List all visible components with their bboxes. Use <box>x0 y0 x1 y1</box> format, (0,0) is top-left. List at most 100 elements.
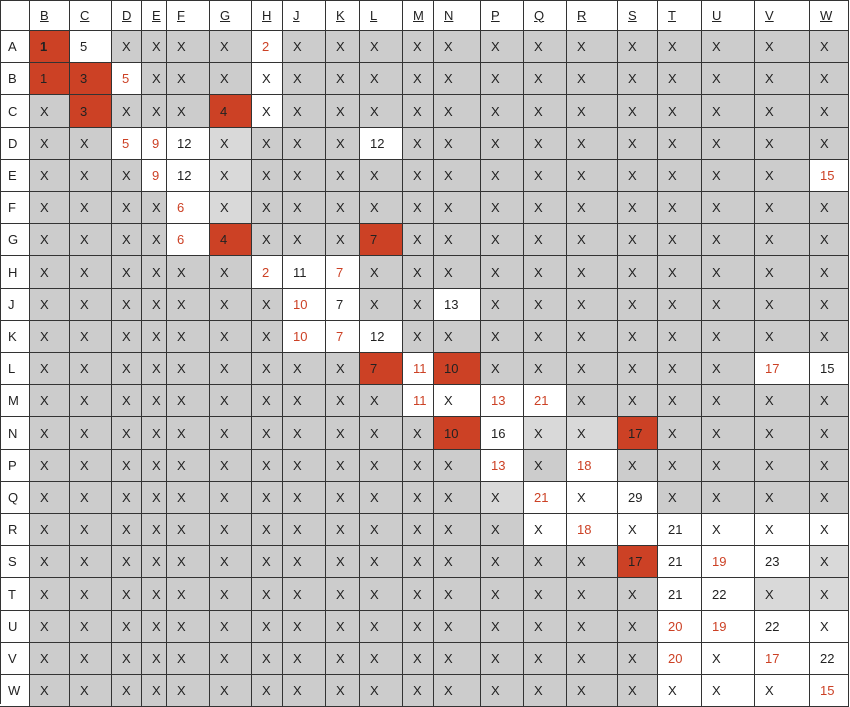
grid-cell[interactable]: 7 <box>326 256 360 289</box>
grid-cell[interactable]: X <box>481 95 524 128</box>
grid-cell[interactable]: X <box>702 224 755 256</box>
grid-cell[interactable]: X <box>524 289 567 321</box>
column-header[interactable]: K <box>326 0 360 31</box>
grid-cell[interactable]: X <box>326 611 360 643</box>
grid-cell[interactable]: X <box>403 514 434 546</box>
grid-cell[interactable]: 5 <box>112 63 142 95</box>
grid-cell[interactable]: X <box>618 385 658 417</box>
grid-cell[interactable]: X <box>210 578 252 611</box>
grid-cell[interactable]: X <box>167 578 210 611</box>
grid-cell[interactable]: X <box>524 63 567 95</box>
grid-cell[interactable]: X <box>112 514 142 546</box>
grid-cell[interactable]: X <box>142 224 167 256</box>
grid-cell[interactable]: X <box>112 643 142 675</box>
grid-cell[interactable]: X <box>283 514 326 546</box>
grid-cell[interactable]: X <box>567 321 618 353</box>
grid-cell[interactable]: X <box>755 514 810 546</box>
grid-cell[interactable]: X <box>755 417 810 450</box>
grid-cell[interactable]: X <box>403 321 434 353</box>
row-header[interactable]: R <box>0 514 30 546</box>
grid-cell[interactable]: X <box>658 289 702 321</box>
grid-cell[interactable]: X <box>167 643 210 675</box>
grid-cell[interactable]: X <box>360 63 403 95</box>
grid-cell[interactable]: 5 <box>70 31 112 63</box>
grid-cell[interactable]: X <box>702 128 755 160</box>
grid-cell[interactable]: X <box>658 256 702 289</box>
grid-cell[interactable]: X <box>618 128 658 160</box>
grid-cell[interactable]: X <box>524 128 567 160</box>
grid-cell[interactable]: X <box>252 160 283 192</box>
grid-cell[interactable]: 21 <box>524 482 567 514</box>
grid-cell[interactable]: X <box>524 160 567 192</box>
grid-cell[interactable]: X <box>434 482 481 514</box>
grid-cell[interactable]: X <box>434 31 481 63</box>
grid-cell[interactable]: X <box>567 224 618 256</box>
grid-cell[interactable]: X <box>658 675 702 707</box>
grid-cell[interactable]: 21 <box>658 514 702 546</box>
grid-cell[interactable]: X <box>142 611 167 643</box>
grid-cell[interactable]: X <box>810 63 849 95</box>
grid-cell[interactable]: X <box>481 514 524 546</box>
grid-cell[interactable]: X <box>481 611 524 643</box>
grid-cell[interactable]: X <box>658 385 702 417</box>
grid-cell[interactable]: X <box>210 417 252 450</box>
grid-cell[interactable]: X <box>210 321 252 353</box>
grid-cell[interactable]: X <box>618 353 658 385</box>
grid-cell[interactable]: X <box>252 128 283 160</box>
grid-cell[interactable]: X <box>70 289 112 321</box>
grid-cell[interactable]: X <box>142 578 167 611</box>
grid-cell[interactable]: X <box>167 256 210 289</box>
grid-cell[interactable]: X <box>618 224 658 256</box>
grid-cell[interactable]: X <box>326 643 360 675</box>
grid-cell[interactable]: X <box>30 224 70 256</box>
grid-cell[interactable]: X <box>755 289 810 321</box>
grid-cell[interactable]: X <box>810 95 849 128</box>
grid-cell[interactable]: X <box>142 95 167 128</box>
grid-cell[interactable]: X <box>142 385 167 417</box>
grid-cell[interactable]: X <box>210 482 252 514</box>
grid-cell[interactable]: 11 <box>403 353 434 385</box>
grid-cell[interactable]: X <box>30 128 70 160</box>
grid-cell[interactable]: X <box>403 643 434 675</box>
grid-cell[interactable]: X <box>481 643 524 675</box>
grid-cell[interactable]: X <box>658 450 702 482</box>
grid-cell[interactable]: X <box>30 95 70 128</box>
grid-cell[interactable]: X <box>755 95 810 128</box>
grid-cell[interactable]: X <box>70 256 112 289</box>
grid-cell[interactable]: X <box>210 450 252 482</box>
grid-cell[interactable]: X <box>112 224 142 256</box>
grid-cell[interactable]: 11 <box>283 256 326 289</box>
row-header[interactable]: B <box>0 63 30 95</box>
grid-cell[interactable]: X <box>403 578 434 611</box>
grid-cell[interactable]: X <box>210 353 252 385</box>
grid-cell[interactable]: 7 <box>326 289 360 321</box>
grid-cell[interactable]: X <box>810 578 849 611</box>
row-header[interactable]: H <box>0 256 30 289</box>
grid-cell[interactable]: X <box>403 128 434 160</box>
grid-cell[interactable]: X <box>434 256 481 289</box>
grid-cell[interactable]: X <box>434 578 481 611</box>
grid-cell[interactable]: X <box>70 450 112 482</box>
grid-cell[interactable]: X <box>252 675 283 707</box>
grid-cell[interactable]: X <box>434 643 481 675</box>
grid-cell[interactable]: X <box>326 417 360 450</box>
grid-cell[interactable]: X <box>210 611 252 643</box>
grid-cell[interactable]: X <box>567 289 618 321</box>
grid-cell[interactable]: X <box>252 643 283 675</box>
grid-cell[interactable]: 12 <box>167 128 210 160</box>
grid-cell[interactable]: X <box>658 31 702 63</box>
grid-cell[interactable]: X <box>210 160 252 192</box>
grid-cell[interactable]: X <box>167 321 210 353</box>
grid-cell[interactable]: 6 <box>167 224 210 256</box>
grid-cell[interactable]: X <box>618 31 658 63</box>
grid-cell[interactable]: 7 <box>360 224 403 256</box>
grid-cell[interactable]: X <box>403 417 434 450</box>
grid-cell[interactable]: X <box>702 95 755 128</box>
grid-cell[interactable]: X <box>403 31 434 63</box>
row-header[interactable]: L <box>0 353 30 385</box>
grid-cell[interactable]: 20 <box>658 611 702 643</box>
column-header[interactable]: L <box>360 0 403 31</box>
grid-cell[interactable]: X <box>524 643 567 675</box>
grid-cell[interactable]: X <box>481 482 524 514</box>
grid-cell[interactable]: X <box>283 224 326 256</box>
